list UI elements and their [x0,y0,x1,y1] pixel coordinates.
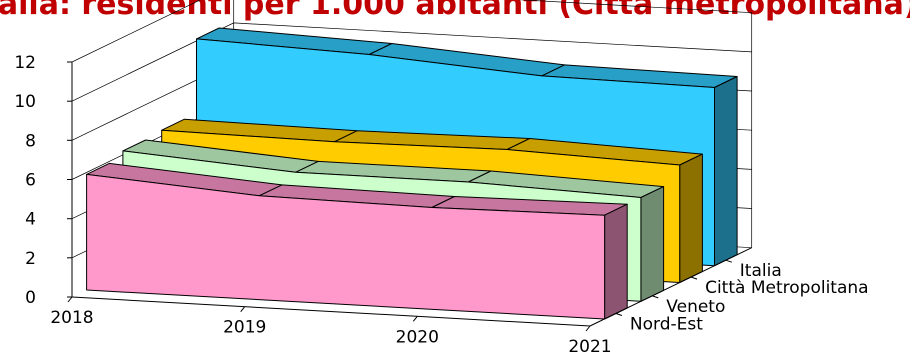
x-axis-line [71,296,591,327]
depth-axis-line [589,247,752,327]
y-tick-label: 2 [25,249,36,269]
series-label: Nord-Est [630,315,703,335]
x-tick-mark [240,306,246,313]
y-tick-label: 12 [14,53,36,73]
axes [67,61,752,332]
y-tick-label: 0 [25,288,36,308]
x-tick-mark [585,325,591,332]
series-end-face [679,153,703,283]
series-label: Italia [740,261,782,281]
series-end-face [604,203,628,320]
x-tick-label: 2019 [223,318,266,338]
series-end-face [640,186,665,302]
chart-title: Italia: residenti per 1.000 abitanti (Ci… [0,0,910,22]
y-tick-label: 8 [25,131,36,151]
depth-tick-mark [690,276,698,280]
x-tick-mark [412,315,418,322]
tick-labels: 0 2 4 6 8 10 12 2018 2019 2020 2021 Nord-EstVenetoC… [14,53,868,357]
series-ribbons [86,27,738,320]
x-tick-label: 2021 [568,337,611,357]
x-tick-label: 2020 [396,327,439,347]
x-tick-mark [67,296,73,303]
depth-tick-mark [725,259,732,263]
y-tick-label: 4 [25,210,36,230]
x-tick-label: 2018 [50,308,93,328]
series-label: Veneto [666,297,725,317]
series-label: Città Metropolitana [705,278,868,298]
y-gridline [71,22,752,102]
y-tick-label: 10 [14,92,36,112]
depth-tick-mark [615,313,623,316]
y-tick-label: 6 [25,171,36,191]
series-end-face [714,76,738,267]
depth-tick-mark [652,295,659,299]
